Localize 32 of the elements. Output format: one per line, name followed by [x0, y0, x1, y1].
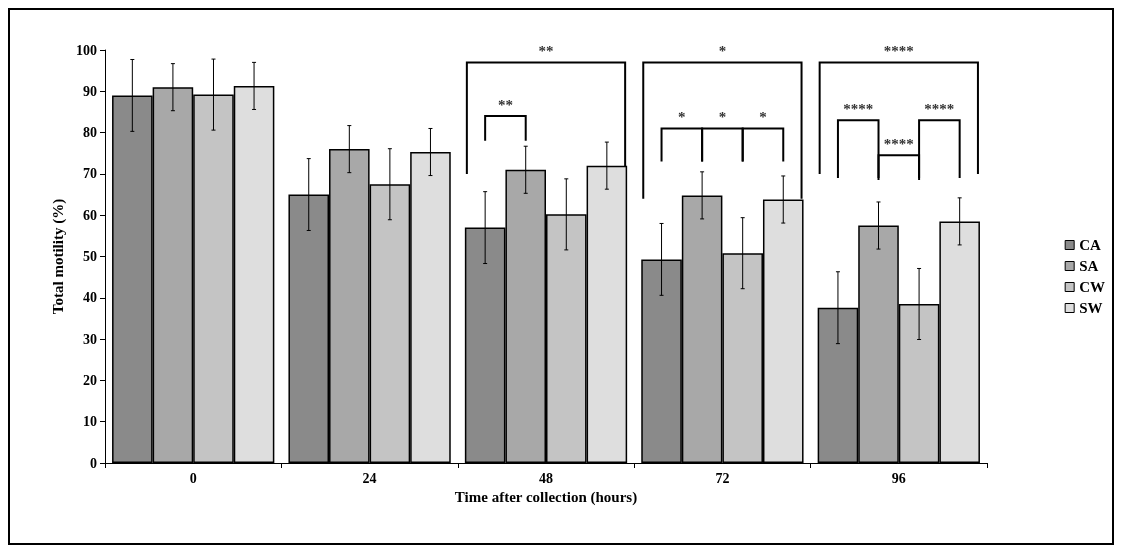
x-axis-title: Time after collection (hours) — [454, 489, 638, 507]
legend-label: SW — [1079, 300, 1103, 316]
y-tick-label: 0 — [90, 455, 97, 471]
annotation: * — [678, 108, 686, 125]
y-tick-label: 90 — [83, 83, 97, 99]
y-tick-label: 20 — [83, 372, 97, 388]
x-tick-label: 96 — [891, 470, 906, 486]
y-tick-label: 100 — [76, 42, 97, 58]
legend-label: CA — [1079, 237, 1101, 253]
annotation: **** — [883, 42, 914, 59]
annotation: ** — [497, 96, 513, 113]
x-tick-label: 24 — [362, 470, 377, 486]
y-tick-label: 30 — [83, 331, 97, 347]
annotation: * — [759, 108, 767, 125]
legend-label: SA — [1079, 258, 1099, 274]
y-tick-label: 40 — [83, 290, 97, 306]
y-tick-label: 60 — [83, 207, 97, 223]
annotation: ** — [538, 42, 554, 59]
annotation: **** — [843, 100, 874, 117]
x-tick-label: 0 — [189, 470, 197, 486]
y-tick-label: 10 — [83, 414, 97, 430]
annotation: **** — [924, 100, 955, 117]
y-tick-label: 80 — [83, 125, 97, 141]
x-tick-label: 48 — [539, 470, 553, 486]
y-tick-label: 70 — [83, 166, 97, 182]
annotation: * — [718, 108, 727, 125]
y-axis-title: Total motility (%) — [49, 198, 67, 315]
x-tick-label: 72 — [715, 470, 730, 486]
y-tick-label: 50 — [83, 249, 97, 264]
legend-label: CW — [1079, 279, 1106, 295]
annotation: **** — [883, 135, 914, 152]
annotation: * — [718, 42, 727, 59]
